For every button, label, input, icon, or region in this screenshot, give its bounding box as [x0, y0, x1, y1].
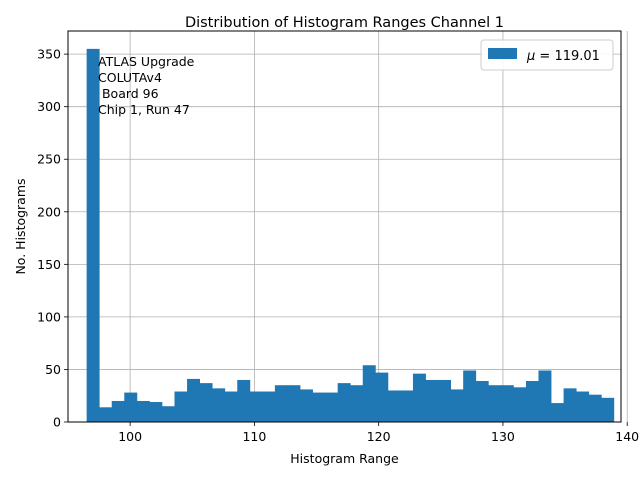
x-axis-label: Histogram Range	[290, 451, 399, 466]
bars	[86, 48, 615, 422]
histogram-bar	[438, 379, 452, 422]
plot-frame	[67, 30, 622, 423]
y-tick-label: 250	[37, 152, 61, 167]
legend: μ = 119.01	[480, 39, 614, 71]
y-axis-ticks: 0 50 100 150 200 250 300 350	[37, 47, 68, 430]
histogram-bar	[513, 387, 527, 422]
histogram-bar	[425, 379, 439, 422]
histogram-bar	[576, 391, 590, 422]
histogram-bar	[325, 392, 339, 422]
x-axis-ticks: 100 110 120 130 140	[118, 422, 639, 444]
y-tick-label: 150	[37, 257, 61, 272]
legend-mu-value: = 119.01	[535, 49, 600, 64]
histogram-bar	[375, 372, 389, 422]
histogram-bar	[249, 391, 263, 422]
y-tick-label: 200	[37, 204, 61, 219]
histogram-bar	[161, 406, 175, 422]
annotation-line: ATLAS Upgrade	[98, 54, 195, 69]
x-tick-label: 130	[491, 429, 515, 444]
annotation-line: COLUTAv4	[98, 70, 162, 85]
histogram-bar	[588, 394, 602, 422]
x-tick-label: 110	[242, 429, 266, 444]
y-tick-label: 300	[37, 99, 61, 114]
histogram-bar	[412, 373, 426, 422]
histogram-bar	[136, 400, 150, 422]
histogram-bar	[475, 381, 489, 422]
legend-frame	[480, 39, 614, 71]
histogram-bar	[124, 392, 138, 422]
chart-title: Distribution of Histogram Ranges Channel…	[185, 15, 504, 31]
y-axis-label: No. Histograms	[13, 178, 28, 274]
histogram-bar	[312, 392, 326, 422]
histogram-bar	[287, 385, 301, 422]
legend-swatch	[488, 48, 517, 59]
histogram-bar	[262, 391, 276, 422]
y-tick-label: 100	[37, 309, 61, 324]
histogram-bar	[525, 381, 539, 422]
histogram-bar	[350, 385, 364, 422]
histogram-bar	[563, 388, 577, 422]
histogram-bar	[274, 385, 288, 422]
histogram-bar	[500, 385, 514, 422]
legend-mu-symbol: μ	[526, 49, 535, 64]
histogram-bar	[337, 383, 351, 422]
histogram-bar	[450, 389, 464, 422]
annotation-line: Chip 1, Run 47	[98, 102, 190, 117]
histogram-bar	[86, 48, 100, 422]
histogram-bar	[212, 388, 226, 422]
histogram-bar	[174, 391, 188, 422]
y-tick-label: 0	[53, 415, 61, 430]
histogram-bar	[99, 407, 113, 422]
histogram-bar	[387, 390, 401, 422]
histogram-bar	[149, 402, 163, 422]
histogram-bar	[199, 383, 213, 422]
histogram-bar	[111, 400, 125, 422]
x-tick-label: 100	[118, 429, 142, 444]
histogram-bar	[488, 385, 502, 422]
histogram-bar	[551, 403, 564, 422]
histogram-bar	[187, 378, 201, 422]
histogram-bar	[538, 370, 552, 422]
histogram-bar	[237, 379, 251, 422]
legend-label: μ = 119.01	[526, 49, 600, 64]
histogram-bar	[400, 390, 414, 422]
annotation-line: Board 96	[98, 86, 159, 101]
histogram-bar	[224, 391, 238, 422]
histogram-bar	[362, 365, 376, 422]
y-tick-label: 50	[45, 362, 61, 377]
histogram-bar	[601, 397, 615, 422]
histogram-bar	[463, 370, 477, 422]
histogram-bar	[300, 389, 313, 422]
x-tick-label: 140	[615, 429, 639, 444]
x-tick-label: 120	[367, 429, 391, 444]
y-tick-label: 350	[37, 47, 61, 62]
